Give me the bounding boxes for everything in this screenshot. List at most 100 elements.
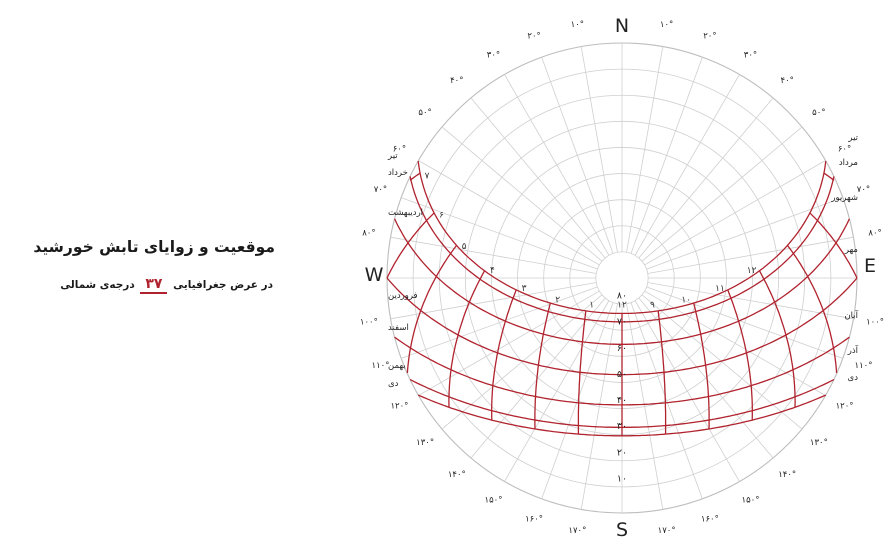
azimuth-line bbox=[630, 57, 703, 254]
azimuth-line bbox=[401, 286, 598, 359]
azimuth-label: ۱۴۰° bbox=[448, 470, 466, 480]
compass-south: S bbox=[616, 519, 628, 538]
azimuth-label: ۱۶۰° bbox=[701, 515, 719, 525]
azimuth-label: ۱۵۰° bbox=[485, 496, 503, 506]
azimuth-label: ۱۳۰° bbox=[810, 438, 828, 448]
azimuth-line bbox=[647, 282, 854, 320]
hour-line bbox=[809, 212, 858, 279]
hour-line bbox=[386, 212, 435, 279]
hour-label: ۹ bbox=[650, 301, 655, 311]
azimuth-line bbox=[638, 297, 774, 459]
month-label-west: تیر bbox=[387, 151, 398, 161]
latitude-value: ۳۷ bbox=[140, 276, 168, 294]
latitude-caption: در عرض جغرافیایی ۳۷ درجه‌ی شمالی bbox=[8, 276, 273, 294]
azimuth-label: ۱۰° bbox=[660, 20, 673, 30]
hour-label: ۱۲ bbox=[747, 266, 757, 276]
hour-label: ۶ bbox=[439, 211, 444, 221]
azimuth-line bbox=[541, 302, 614, 499]
azimuth-label: ۱۵۰° bbox=[742, 496, 760, 506]
compass-north: N bbox=[615, 15, 629, 37]
compass-west: W bbox=[365, 264, 384, 286]
azimuth-line bbox=[390, 236, 597, 274]
azimuth-line bbox=[641, 294, 803, 430]
page-title: موقعیت و زوایای تابش خورشید bbox=[33, 238, 275, 256]
month-label-west: خرداد bbox=[388, 168, 408, 178]
azimuth-label: ۱۱۰° bbox=[372, 361, 390, 371]
azimuth-line bbox=[634, 74, 740, 256]
azimuth-line bbox=[541, 57, 614, 254]
month-label-west: دی bbox=[388, 379, 399, 389]
azimuth-label: ۱۳۰° bbox=[416, 438, 434, 448]
azimuth-label: ۶۰° bbox=[838, 145, 851, 155]
hour-line bbox=[406, 245, 458, 373]
altitude-label: ۴۰ bbox=[617, 395, 627, 406]
azimuth-label: ۱۴۰° bbox=[778, 470, 796, 480]
altitude-label: ۲۰ bbox=[617, 447, 627, 458]
hour-line bbox=[534, 302, 551, 429]
altitude-label: ۶۰ bbox=[617, 343, 627, 354]
hour-label: ۷ bbox=[425, 172, 430, 182]
azimuth-label: ۴۰° bbox=[781, 76, 794, 86]
azimuth-line bbox=[646, 197, 843, 270]
azimuth-line bbox=[646, 286, 843, 359]
azimuth-line bbox=[641, 126, 803, 262]
azimuth-line bbox=[504, 74, 610, 256]
azimuth-label: ۱۰۰° bbox=[866, 318, 884, 328]
hour-line bbox=[577, 310, 587, 435]
azimuth-line bbox=[418, 160, 600, 266]
azimuth-label: ۱۰۰° bbox=[360, 318, 378, 328]
hour-label: ۱۲ bbox=[617, 301, 627, 311]
azimuth-label: ۱۷۰° bbox=[568, 526, 586, 536]
azimuth-label: ۸۰° bbox=[868, 228, 881, 238]
azimuth-line bbox=[580, 46, 618, 253]
altitude-label: ۷۰ bbox=[617, 317, 627, 328]
azimuth-label: ۸۰° bbox=[362, 228, 375, 238]
month-label-east: آبان bbox=[844, 309, 858, 321]
month-label-west: اسفند bbox=[388, 323, 409, 333]
azimuth-line bbox=[638, 97, 774, 259]
azimuth-label: ۶۰° bbox=[393, 145, 406, 155]
sun-paths bbox=[386, 160, 858, 437]
azimuth-line bbox=[630, 302, 703, 499]
hour-line bbox=[758, 270, 796, 408]
hour-label: ۵ bbox=[462, 242, 467, 252]
month-label-west: بهمن bbox=[388, 361, 406, 371]
altitude-label: ۸۰ bbox=[617, 291, 627, 302]
altitude-label: ۵۰ bbox=[617, 369, 627, 380]
hour-label: ۱۱ bbox=[715, 284, 725, 294]
month-label-west: اردیبهشت bbox=[388, 208, 423, 218]
azimuth-line bbox=[441, 294, 603, 430]
altitude-label: ۱۰ bbox=[617, 473, 627, 484]
month-label-east: مرداد bbox=[839, 158, 858, 168]
latitude-caption-prefix: در عرض جغرافیایی bbox=[173, 279, 273, 291]
azimuth-line bbox=[644, 160, 826, 266]
hour-line bbox=[786, 245, 838, 373]
month-label-east: مهر bbox=[844, 245, 858, 255]
azimuth-line bbox=[626, 303, 664, 510]
azimuth-label: ۱۶۰° bbox=[525, 515, 543, 525]
hour-label: ۱ bbox=[589, 301, 594, 311]
azimuth-label: ۱۷۰° bbox=[658, 526, 676, 536]
hour-line bbox=[727, 289, 753, 421]
azimuth-line bbox=[634, 300, 740, 482]
hour-line bbox=[491, 289, 517, 421]
hour-label: ۱۰ bbox=[681, 295, 691, 305]
hour-label: ۳ bbox=[522, 284, 527, 294]
azimuth-line bbox=[470, 97, 606, 259]
azimuth-label: ۲۰° bbox=[703, 31, 716, 41]
azimuth-line bbox=[470, 297, 606, 459]
hour-line bbox=[657, 310, 667, 435]
azimuth-line bbox=[580, 303, 618, 510]
azimuth-line bbox=[441, 126, 603, 262]
hour-line bbox=[409, 172, 421, 181]
month-label-east: دی bbox=[848, 373, 859, 383]
month-label-east: آذر bbox=[847, 344, 859, 356]
hour-line bbox=[693, 302, 710, 429]
azimuth-label: ۲۰° bbox=[527, 31, 540, 41]
hour-line bbox=[448, 270, 486, 408]
hour-label: ۲ bbox=[555, 295, 560, 305]
polar-grid bbox=[386, 42, 858, 514]
azimuth-label: ۵۰° bbox=[418, 108, 431, 118]
hour-label: ۴ bbox=[490, 266, 495, 276]
